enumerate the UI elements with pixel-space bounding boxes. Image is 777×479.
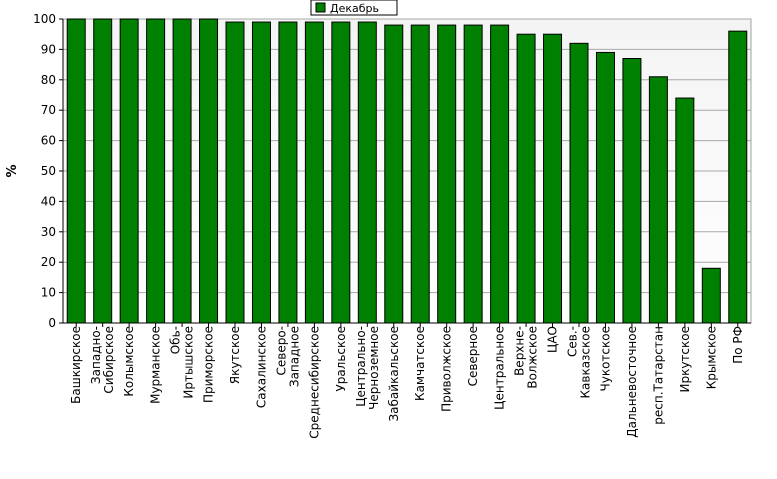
bar[interactable] (543, 33, 563, 324)
bar[interactable] (463, 24, 483, 324)
legend-box (310, 0, 398, 16)
x-tick-label: респ.Татарстан (651, 326, 665, 425)
bar[interactable] (728, 30, 748, 324)
x-tick-label: Приморское (202, 326, 216, 403)
bar[interactable] (225, 21, 245, 324)
bar[interactable] (675, 97, 695, 324)
legend[interactable]: Декабрь (310, 0, 398, 16)
bar[interactable] (595, 51, 615, 324)
bar[interactable] (569, 42, 589, 324)
x-tick-label: Уральское (334, 326, 348, 392)
bar[interactable] (384, 24, 404, 324)
bar[interactable] (199, 18, 219, 324)
y-tick-label: 40 (41, 194, 56, 208)
legend-label: Декабрь (330, 2, 379, 15)
bar[interactable] (357, 21, 377, 324)
bar[interactable] (304, 21, 324, 324)
x-tick-label: Обь-Иртышское (169, 326, 196, 399)
y-tick-label: 100 (33, 12, 56, 26)
y-tick-label: 0 (48, 316, 56, 330)
x-tick-label: Камчатское (413, 326, 427, 401)
x-tick-label: Колымское (122, 326, 136, 397)
y-axis-ticks: 0 10 20 30 40 50 60 70 80 90 100 (33, 12, 63, 330)
y-tick-label: 80 (41, 73, 56, 87)
y-tick-label: 10 (41, 286, 56, 300)
bar[interactable] (93, 18, 113, 324)
y-tick-label: 60 (41, 134, 56, 148)
bars (66, 18, 748, 324)
x-tick-label: Приволжское (440, 326, 454, 412)
x-tick-label: Сев.-Кавказское (566, 326, 593, 399)
bar[interactable] (648, 76, 668, 324)
x-tick-label: Северо-Западное (274, 326, 301, 387)
bar[interactable] (146, 18, 166, 324)
bar[interactable] (516, 33, 536, 324)
x-tick-label: Сахалинское (254, 326, 268, 408)
x-tick-label: Центральное (493, 326, 507, 410)
bar[interactable] (278, 21, 298, 324)
bar[interactable] (410, 24, 430, 324)
x-tick-label: По РФ (731, 326, 745, 364)
y-tick-label: 50 (41, 164, 56, 178)
x-tick-label: Дальневосточное (625, 326, 639, 438)
x-tick-label: Якутское (228, 326, 242, 384)
y-tick-label: 90 (41, 42, 56, 56)
x-tick-label: Центрально-Черноземное (354, 326, 381, 410)
x-tick-label: Мурманское (149, 326, 163, 404)
y-tick-label: 70 (41, 103, 56, 117)
x-tick-label: Иркутское (678, 326, 692, 393)
x-tick-label: ЦАО (546, 326, 560, 353)
x-tick-label: Крымское (704, 326, 718, 389)
x-tick-label: Верхне-Волжское (513, 326, 540, 389)
x-tick-label: Чукотское (598, 326, 612, 391)
bar[interactable] (437, 24, 457, 324)
y-axis-title: % (5, 164, 20, 177)
x-axis-labels: Башкирское Западно-Сибирское Колымское Мурм… (69, 323, 745, 439)
y-tick-label: 20 (41, 255, 56, 269)
x-tick-label: Северное (466, 326, 480, 386)
bar[interactable] (331, 21, 351, 324)
x-tick-label: Забайкальское (387, 326, 401, 422)
bar[interactable] (251, 21, 271, 324)
bar[interactable] (622, 58, 642, 324)
bar[interactable] (172, 18, 192, 324)
x-tick-label: Среднесибирское (307, 326, 321, 439)
bar[interactable] (66, 18, 86, 324)
y-tick-label: 30 (41, 225, 56, 239)
legend-swatch (315, 2, 326, 13)
bar[interactable] (490, 24, 510, 324)
bar[interactable] (119, 18, 139, 324)
x-tick-label: Западно-Сибирское (89, 326, 116, 394)
x-tick-label: Башкирское (69, 326, 83, 404)
bar[interactable] (701, 267, 721, 324)
